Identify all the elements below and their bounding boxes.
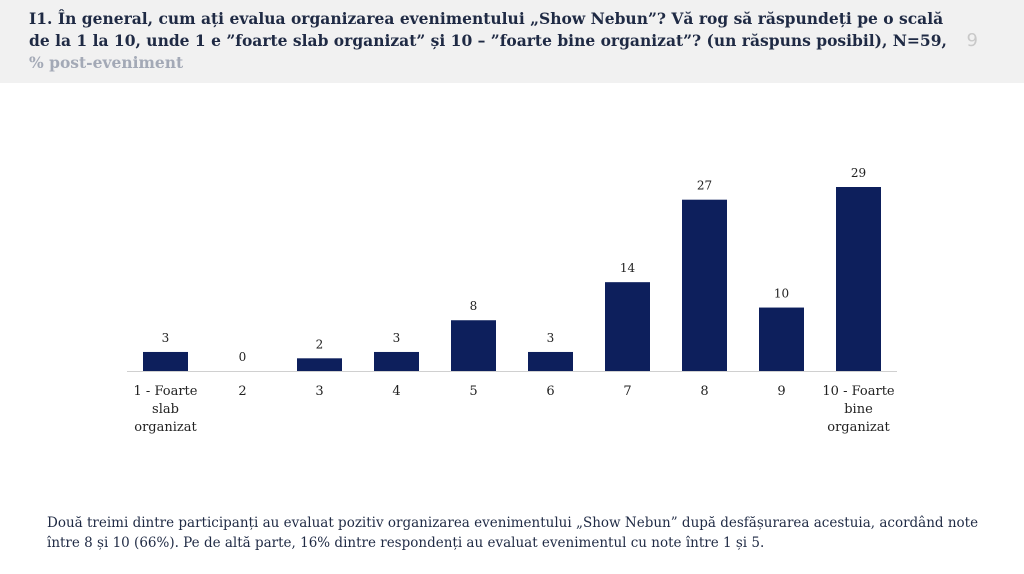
slide-title-suffix: % post-eveniment (29, 53, 184, 72)
value-label-4: 3 (393, 331, 401, 345)
value-label-1: 3 (162, 331, 170, 345)
category-label-3: 3 (315, 384, 323, 399)
bar-9 (759, 307, 804, 371)
category-labels: 1 - Foarte slab organizat 2 3 4 5 6 7 8 9 10 - Foar… (134, 384, 895, 435)
category-label-6: 6 (546, 384, 554, 399)
value-label-7: 14 (620, 261, 636, 275)
value-label-9: 10 (774, 287, 789, 301)
bar-1 (143, 351, 188, 371)
bar-10 (836, 187, 881, 371)
value-label-3: 2 (316, 337, 324, 351)
value-label-2: 0 (239, 350, 247, 364)
slide-title: I1. În general, cum ați evalua organizar… (29, 8, 959, 74)
bars (143, 187, 881, 371)
chart-caption: Două treimi dintre participanți au evalu… (47, 515, 979, 551)
page-number: 9 (966, 30, 978, 51)
bar-7 (605, 282, 650, 371)
category-label-9: 9 (777, 384, 785, 399)
value-labels: 3 0 2 3 8 3 14 27 10 29 (162, 166, 866, 364)
bar-8 (682, 199, 727, 371)
bar-6 (528, 351, 573, 371)
slide-header: I1. În general, cum ați evalua organizar… (0, 0, 1024, 83)
bar-4 (374, 351, 419, 371)
category-label-10: 10 - Foarte bine organizat (822, 384, 895, 435)
category-label-2: 2 (238, 384, 246, 399)
category-label-5: 5 (469, 384, 477, 399)
category-label-4: 4 (392, 384, 400, 399)
category-label-7: 7 (623, 384, 631, 399)
value-label-10: 29 (851, 166, 866, 180)
value-label-5: 8 (470, 299, 478, 313)
slide-title-text: I1. În general, cum ați evalua organizar… (29, 9, 947, 50)
category-label-8: 8 (700, 384, 708, 399)
bar-5 (451, 320, 496, 371)
value-label-6: 3 (547, 331, 555, 345)
bar-3 (297, 358, 342, 371)
category-label-1: 1 - Foarte slab organizat (134, 384, 198, 435)
value-label-8: 27 (697, 179, 712, 193)
